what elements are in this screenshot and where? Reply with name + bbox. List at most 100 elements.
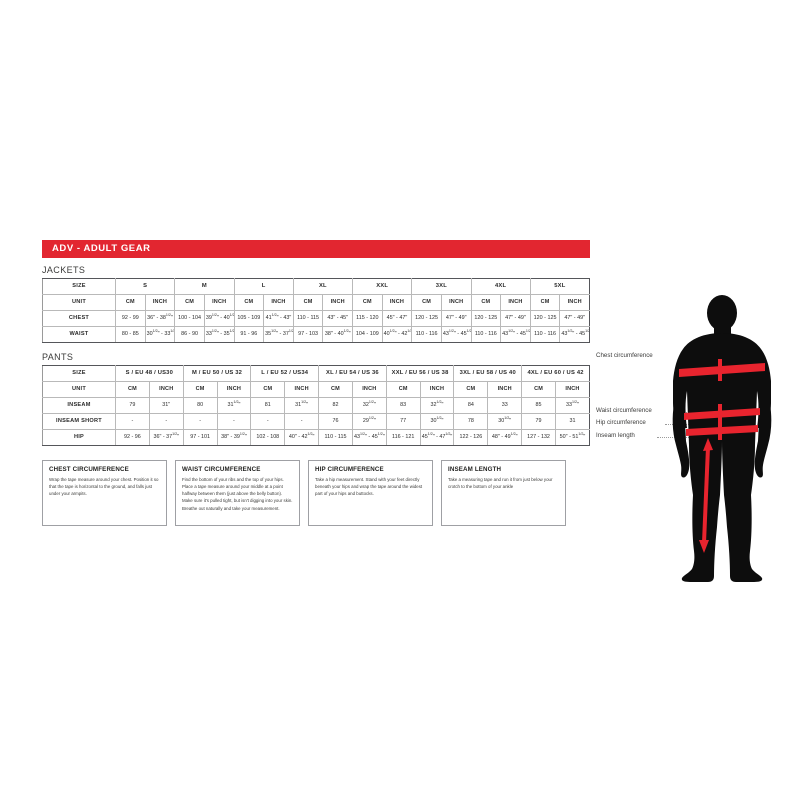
unit-cell-cm: CM [352, 294, 383, 311]
unit-cell-cm: CM [250, 381, 286, 398]
cell-inch: 291/2" [351, 413, 387, 430]
body-silhouette-icon [672, 295, 772, 582]
cell-cm: 78 [453, 413, 489, 430]
row-header: HIP [42, 429, 116, 446]
size-chart-sheet: ADV - ADULT GEAR JACKETS SIZE S M L XL XXL 3XL… [42, 240, 758, 526]
cell-cm: 80 - 85 [115, 326, 146, 343]
cell-cm: 85 [521, 397, 556, 414]
cell-inch: 411/2" - 43" [263, 310, 294, 327]
description-box: WAIST CIRCUMFERENCE Find the bottom of yo… [175, 460, 300, 526]
cell-inch: 33 [487, 397, 523, 414]
unit-cell-cm: CM [115, 294, 146, 311]
unit-cell-cm: CM [233, 294, 265, 311]
unit-cell-inch: INCH [554, 381, 591, 398]
unit-cell-cm: CM [521, 381, 556, 398]
cell-inch: - [284, 413, 320, 430]
description-title: HIP CIRCUMFERENCE [315, 466, 384, 473]
cell-inch: 45" - 47" [381, 310, 413, 327]
cell-cm: 83 [385, 397, 421, 414]
inseam-measure-arrow [699, 438, 713, 553]
cell-cm: 80 [182, 397, 218, 414]
description-body: Find the bottom of your ribs and the top… [182, 477, 293, 511]
cell-inch: 311/2" [284, 397, 320, 414]
cell-inch: 431/2" - 451/2" [559, 326, 590, 343]
pants-table: SIZE S / EU 48 / US30 M / EU 50 / US 32 L /… [42, 365, 591, 446]
pants-caption: PANTS [42, 352, 74, 362]
description-boxes: CHEST CIRCUMFERENCE Wrap the tape measure… [42, 460, 590, 526]
size-header: L [233, 278, 294, 295]
unit-cell-cm: CM [385, 381, 421, 398]
cell-inch: 431/2" - 451/2" [500, 326, 531, 343]
cell-inch: 48" - 491/2" [487, 429, 523, 446]
description-title: CHEST CIRCUMFERENCE [49, 466, 129, 473]
cell-inch: 451/2" - 471/2" [419, 429, 455, 446]
cell-cm: 127 - 132 [521, 429, 556, 446]
cell-inch: 431/2" - 451/2" [440, 326, 472, 343]
size-header: L / EU 52 / US34 [250, 365, 320, 382]
table-row: CHEST 92 - 99 36" - 381/2" 100 - 104 391/2" … [42, 310, 590, 327]
cell-inch: 36" - 371/2" [148, 429, 184, 446]
jackets-caption: JACKETS [42, 265, 86, 275]
row-header: INSEAM [42, 397, 116, 414]
cell-inch: 311/2" [216, 397, 252, 414]
cell-inch: 301/2" [487, 413, 523, 430]
size-header: 4XL [470, 278, 531, 295]
description-body: Take a hip measurement. Stand with your … [315, 477, 423, 497]
pants-section: PANTS SIZE S / EU 48 / US30 M / EU 50 / US… [42, 352, 591, 446]
size-header: 5XL [529, 278, 591, 295]
cell-cm: 82 [318, 397, 353, 414]
size-header: M / EU 50 / US 32 [182, 365, 252, 382]
cell-cm: 120 - 125 [529, 310, 561, 327]
table-row-size: SIZE S M L XL XXL 3XL 4XL 5XL [42, 278, 591, 295]
description-box: HIP CIRCUMFERENCE Take a hip measurement.… [308, 460, 433, 526]
table-row: INSEAM SHORT - - - - - -76 291/2" 77 301/2" 78 301/… [42, 413, 591, 430]
leader-line-waist [675, 412, 697, 413]
cell-cm: 79 [521, 413, 556, 430]
chest-measure-band [679, 359, 765, 381]
unit-cell-cm: CM [174, 294, 205, 311]
unit-cell-inch: INCH [263, 294, 294, 311]
unit-cell-inch: INCH [284, 381, 320, 398]
cell-cm: 110 - 116 [529, 326, 561, 343]
unit-cell-cm: CM [115, 381, 150, 398]
description-title: WAIST CIRCUMFERENCE [182, 466, 261, 473]
description-box: CHEST CIRCUMFERENCE Wrap the tape measure… [42, 460, 167, 526]
cell-inch: 31 [554, 413, 591, 430]
cell-cm: 91 - 96 [233, 326, 265, 343]
row-header: WAIST [42, 326, 116, 343]
table-row-size: SIZE S / EU 48 / US30 M / EU 50 / US 32 L /… [42, 365, 590, 382]
section-banner: ADV - ADULT GEAR [42, 240, 590, 258]
cell-cm: 110 - 116 [411, 326, 442, 343]
cell-cm: 120 - 125 [411, 310, 442, 327]
cell-cm: 97 - 103 [292, 326, 324, 343]
cell-inch: 50" - 511/2" [554, 429, 591, 446]
size-header: 4XL / EU 60 / US 42 [521, 365, 590, 382]
cell-cm: 79 [115, 397, 150, 414]
unit-cell-inch: INCH [381, 294, 413, 311]
cell-cm: 76 [318, 413, 353, 430]
cell-inch: 301/2" - 331/2" [144, 326, 176, 343]
cell-cm: 105 - 109 [233, 310, 265, 327]
cell-cm: 92 - 96 [115, 429, 150, 446]
cell-cm: 86 - 90 [174, 326, 205, 343]
table-row-unit: UNIT CM INCH CM INCH CM INCH CM INCH CM INCH CM INCH… [42, 294, 590, 311]
size-header: 3XL / EU 58 / US 40 [453, 365, 523, 382]
unit-cell-inch: INCH [351, 381, 387, 398]
cell-cm: - [250, 413, 286, 430]
unit-cell-cm: CM [182, 381, 218, 398]
description-body: Wrap the tape measure around your chest.… [49, 477, 159, 497]
figure-label-hip: Hip circumference [596, 419, 646, 426]
description-box: INSEAM LENGTH Take a measuring tape and r… [441, 460, 566, 526]
cell-inch: 47" - 49" [559, 310, 590, 327]
unit-cell-inch: INCH [148, 381, 184, 398]
row-header: INSEAM SHORT [42, 413, 116, 430]
row-header-unit: UNIT [42, 294, 116, 311]
unit-cell-cm: CM [318, 381, 353, 398]
cell-cm: 110 - 115 [292, 310, 324, 327]
cell-inch: 431/2" - 451/2" [351, 429, 387, 446]
cell-inch: 43" - 45" [322, 310, 353, 327]
table-row: INSEAM 79 31" 80 311/2" 81 311/2" 82 321/2" 83 321… [42, 397, 591, 414]
row-header: CHEST [42, 310, 116, 327]
size-header: S [114, 278, 176, 295]
